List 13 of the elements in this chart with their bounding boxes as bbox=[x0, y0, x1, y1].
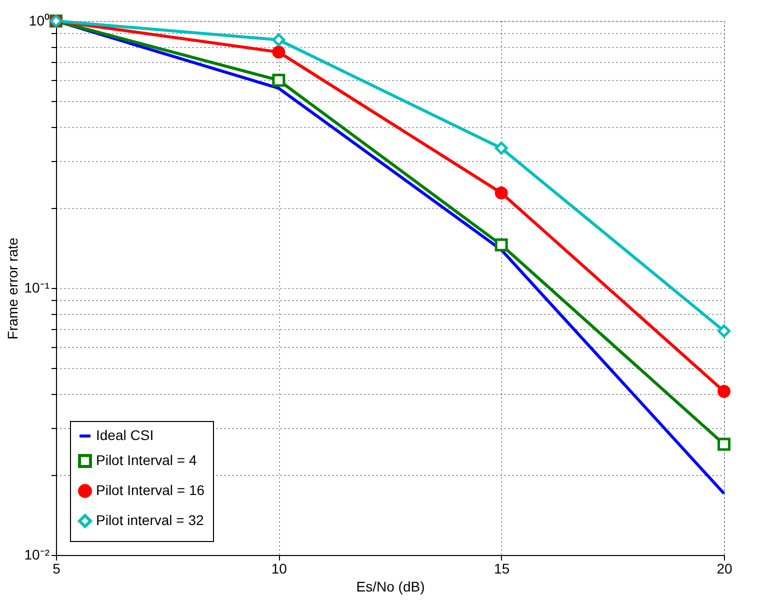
legend-label: Pilot Interval = 4 bbox=[96, 452, 197, 468]
legend-label: Pilot interval = 32 bbox=[96, 512, 204, 528]
x-tick-label: 15 bbox=[494, 560, 510, 576]
x-axis-title: Es/No (dB) bbox=[356, 578, 425, 594]
x-tick-label: 5 bbox=[52, 560, 61, 576]
y-tick-label: 10⁰ bbox=[28, 12, 50, 28]
y-tick-label: 10⁻¹ bbox=[24, 280, 50, 296]
x-tick-label: 20 bbox=[716, 560, 732, 576]
y-tick-label: 10⁻² bbox=[24, 546, 50, 562]
legend-label: Pilot Interval = 16 bbox=[96, 482, 205, 498]
y-axis-title: Frame error rate bbox=[4, 237, 20, 340]
x-tick-label: 10 bbox=[271, 560, 288, 576]
legend-label: Ideal CSI bbox=[96, 427, 154, 443]
